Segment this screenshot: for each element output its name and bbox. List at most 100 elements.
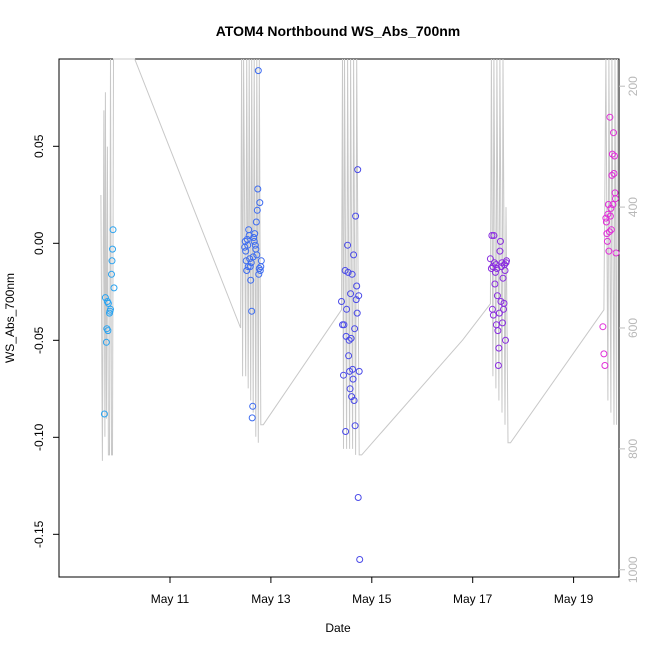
x-tick-label: May 11 (151, 592, 190, 606)
data-point (248, 307, 256, 315)
data-point (501, 267, 509, 274)
x-tick-label: May 17 (453, 592, 493, 606)
data-point (250, 234, 258, 241)
data-point (345, 352, 353, 360)
data-point (102, 338, 110, 346)
right-tick-label: 800 (626, 439, 640, 459)
x-axis: May 11 May 13 May 15 May 17 May 19 (151, 577, 594, 606)
data-point (352, 212, 360, 220)
data-point (494, 362, 502, 369)
data-point (607, 226, 615, 234)
data-point (104, 299, 112, 307)
data-point (486, 255, 494, 263)
data-point (340, 321, 348, 329)
data-point (244, 241, 252, 249)
data-point (104, 327, 112, 335)
x-tick-label: May 13 (251, 592, 291, 606)
data-point (351, 422, 359, 430)
x-tick-label: May 15 (352, 592, 392, 606)
data-point (253, 251, 261, 259)
data-point (490, 259, 498, 267)
data-point (246, 263, 254, 271)
data-point (602, 214, 610, 222)
data-point (599, 323, 607, 331)
data-point (110, 284, 118, 292)
data-point (612, 195, 619, 203)
data-point (605, 228, 613, 236)
data-point (503, 257, 510, 265)
data-point (609, 201, 617, 208)
data-point (108, 270, 115, 278)
plot-area-frame (58, 58, 620, 578)
data-point (346, 385, 354, 393)
data-point (343, 305, 351, 313)
data-point (252, 218, 260, 226)
data-point (251, 230, 259, 238)
right-tick-label: 400 (626, 197, 640, 217)
data-point (342, 428, 350, 435)
data-point (101, 294, 109, 302)
data-point (608, 150, 616, 158)
data-point (488, 232, 496, 239)
data-point (356, 556, 364, 563)
y-tick-label: 0.05 (32, 134, 46, 158)
y-tick-label: -0.10 (32, 423, 46, 451)
data-point (108, 257, 116, 265)
data-point (338, 298, 345, 305)
data-point (612, 249, 620, 257)
data-point (350, 397, 358, 404)
data-point (243, 267, 251, 274)
data-point (494, 327, 502, 335)
x-tick-label: May 19 (554, 592, 594, 606)
data-point (349, 375, 357, 383)
data-point (603, 237, 611, 245)
data-point (608, 171, 616, 179)
data-point (249, 402, 257, 410)
secondary-line (100, 58, 618, 461)
data-point (109, 226, 117, 234)
y-tick-label: 0.00 (32, 231, 46, 255)
data-point (500, 299, 508, 307)
data-point (340, 371, 347, 379)
data-point (606, 212, 614, 220)
data-point (607, 204, 615, 212)
data-point (491, 268, 499, 276)
right-tick-label: 200 (626, 76, 640, 96)
data-point (349, 365, 357, 373)
data-point (354, 166, 362, 174)
data-point (354, 494, 362, 501)
data-point (600, 350, 608, 358)
points-layer (100, 67, 620, 563)
data-point (496, 237, 504, 245)
data-point (353, 282, 361, 290)
data-point (348, 270, 356, 278)
data-point (347, 290, 355, 298)
data-point (253, 206, 261, 214)
data-point (495, 344, 503, 352)
data-point (347, 334, 355, 342)
data-point (247, 276, 255, 284)
data-point (256, 267, 264, 274)
data-point (490, 232, 498, 239)
data-point (496, 247, 504, 255)
data-point (601, 362, 609, 369)
chart-title: ATOM4 Northbound WS_Abs_700nm (216, 23, 461, 39)
data-point (602, 218, 610, 226)
data-point (257, 257, 265, 265)
data-point (495, 309, 503, 317)
data-point (254, 185, 262, 193)
data-point (606, 113, 614, 121)
secondary-line-layer (100, 58, 618, 461)
y-axis-label: WS_Abs_700nm (3, 273, 17, 363)
data-point (502, 336, 509, 344)
data-point (248, 414, 256, 422)
data-point (351, 325, 359, 333)
data-point (249, 253, 257, 261)
data-point (246, 255, 254, 263)
data-point (242, 247, 250, 255)
data-point (107, 305, 114, 313)
y-axis: 0.05 0.00 -0.05 -0.10 -0.15 (32, 134, 59, 548)
data-point (493, 292, 501, 300)
y-tick-label: -0.15 (32, 520, 46, 548)
data-point (493, 265, 501, 272)
